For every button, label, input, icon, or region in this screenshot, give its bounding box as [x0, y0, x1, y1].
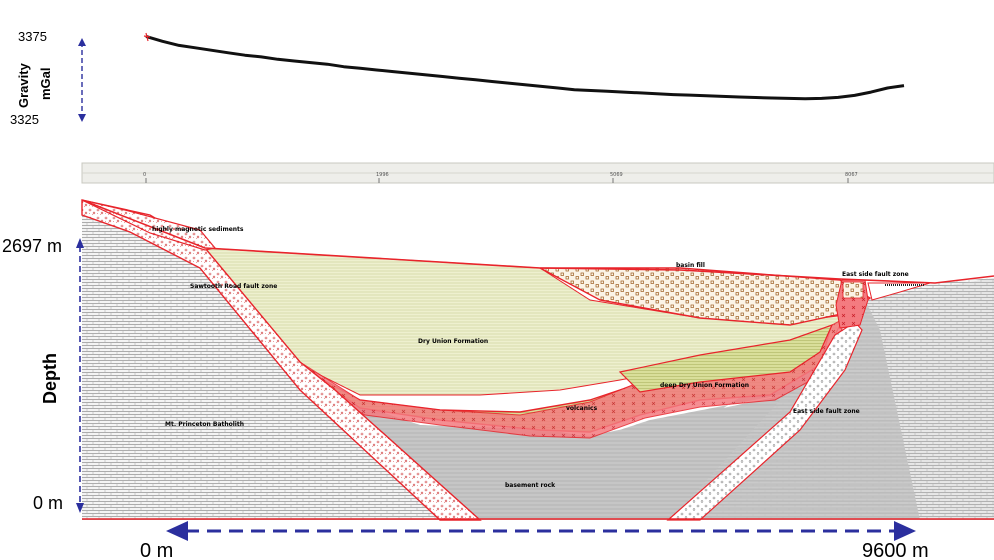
- gravity-min-label: 3325: [10, 112, 39, 127]
- gravity-axis-label: Gravity: [16, 62, 31, 108]
- gravity-unit-label: mGal: [38, 67, 53, 100]
- ground-surface: [81, 199, 994, 284]
- depth-axis-label: Depth: [40, 353, 60, 404]
- gravity-max-label: 3375: [18, 29, 47, 44]
- gravity-profile-line: [145, 34, 905, 101]
- gravity-arrow-down: [78, 114, 86, 122]
- label-highly-magnetic: highly magnetic sediments: [152, 226, 244, 233]
- gravity-start-marker: [143, 32, 151, 42]
- label-batholith: Mt. Princeton Batholith: [165, 421, 244, 428]
- unit-east-fault-lower: [666, 321, 863, 521]
- label-dry-union: Dry Union Formation: [418, 338, 488, 345]
- depth-bottom-label: 0 m: [33, 493, 63, 513]
- ruler-tick-label: 0: [143, 172, 146, 178]
- label-deep-dry-union: deep Dry Union Formation: [660, 382, 749, 389]
- label-east-fault-upper: East side fault zone: [842, 271, 909, 278]
- ruler-tick-label: 1996: [376, 172, 389, 178]
- label-volcanics: volcanics: [566, 405, 598, 412]
- label-basement: basement rock: [505, 482, 556, 489]
- distance-start-label: 0 m: [140, 540, 173, 560]
- depth-arrow-down: [76, 503, 84, 513]
- cross-section: highly magnetic sediments Sawtooth Road …: [81, 199, 994, 521]
- distance-arrow-right: [894, 521, 916, 541]
- label-east-fault-lower: East side fault zone: [793, 408, 860, 415]
- depth-arrow-up: [76, 238, 84, 248]
- distance-end-label: 9600 m: [862, 540, 929, 560]
- distance-arrow-left: [166, 521, 188, 541]
- ruler-tick-label: 8067: [845, 172, 858, 178]
- ruler-tick-label: 5069: [610, 172, 623, 178]
- label-basin-fill: basin fill: [676, 262, 705, 269]
- gravity-arrow-up: [78, 38, 86, 46]
- depth-top-label: 2697 m: [2, 236, 62, 256]
- ruler-ticks: 0 1996 5069 8067: [143, 172, 858, 183]
- label-sawtooth-fault: Sawtooth Road fault zone: [190, 283, 277, 290]
